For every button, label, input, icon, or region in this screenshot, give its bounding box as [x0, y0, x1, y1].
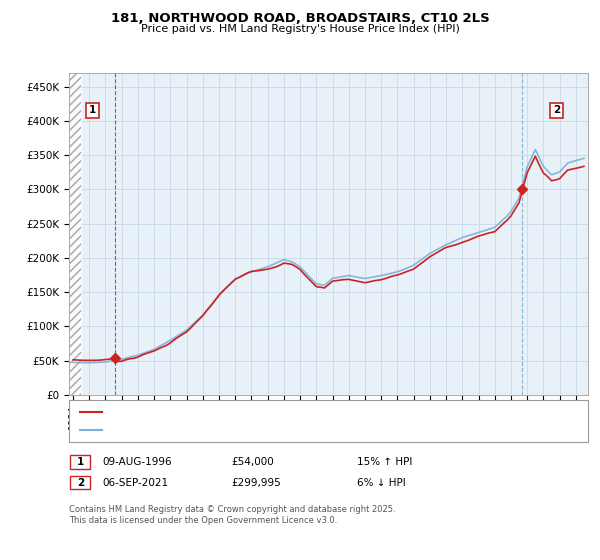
- Text: Price paid vs. HM Land Registry's House Price Index (HPI): Price paid vs. HM Land Registry's House …: [140, 24, 460, 34]
- Text: 1: 1: [89, 105, 96, 115]
- Text: Contains HM Land Registry data © Crown copyright and database right 2025.
This d: Contains HM Land Registry data © Crown c…: [69, 505, 395, 525]
- Text: 06-SEP-2021: 06-SEP-2021: [102, 478, 168, 488]
- Text: £54,000: £54,000: [231, 457, 274, 467]
- Text: 181, NORTHWOOD ROAD, BROADSTAIRS, CT10 2LS (semi-detached house): 181, NORTHWOOD ROAD, BROADSTAIRS, CT10 2…: [106, 407, 473, 417]
- Text: 1: 1: [77, 457, 84, 467]
- Text: 09-AUG-1996: 09-AUG-1996: [102, 457, 172, 467]
- Text: 15% ↑ HPI: 15% ↑ HPI: [357, 457, 412, 467]
- Text: 2: 2: [553, 105, 560, 115]
- Text: 181, NORTHWOOD ROAD, BROADSTAIRS, CT10 2LS: 181, NORTHWOOD ROAD, BROADSTAIRS, CT10 2…: [110, 12, 490, 25]
- Bar: [69, 73, 81, 395]
- Text: 2: 2: [77, 478, 84, 488]
- Text: 6% ↓ HPI: 6% ↓ HPI: [357, 478, 406, 488]
- Text: HPI: Average price, semi-detached house, Thanet: HPI: Average price, semi-detached house,…: [106, 425, 348, 435]
- Text: £299,995: £299,995: [231, 478, 281, 488]
- Bar: [69, 73, 81, 395]
